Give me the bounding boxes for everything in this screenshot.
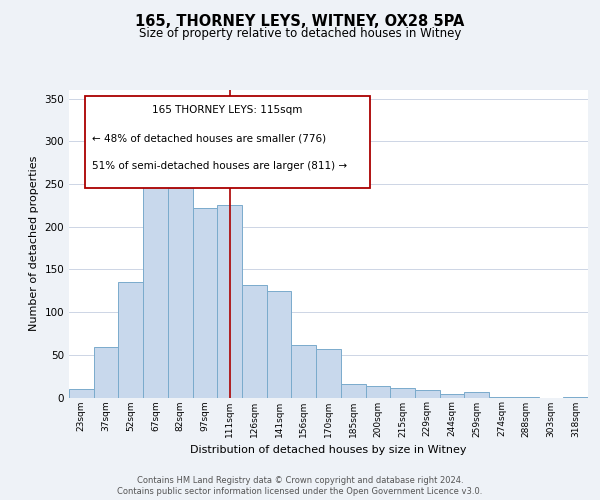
Bar: [217, 206, 242, 398]
X-axis label: Distribution of detached houses by size in Witney: Distribution of detached houses by size …: [190, 445, 467, 455]
Bar: [242, 285, 267, 398]
Bar: [168, 188, 193, 398]
Bar: [292, 344, 316, 398]
Bar: [464, 392, 489, 398]
Text: Contains public sector information licensed under the Open Government Licence v3: Contains public sector information licen…: [118, 487, 482, 496]
Text: Contains HM Land Registry data © Crown copyright and database right 2024.: Contains HM Land Registry data © Crown c…: [137, 476, 463, 485]
Bar: [365, 386, 390, 398]
Bar: [69, 389, 94, 398]
Text: 165 THORNEY LEYS: 115sqm: 165 THORNEY LEYS: 115sqm: [152, 106, 302, 116]
FancyBboxPatch shape: [85, 96, 370, 188]
Text: ← 48% of detached houses are smaller (776): ← 48% of detached houses are smaller (77…: [92, 133, 326, 143]
Bar: [267, 290, 292, 398]
Bar: [514, 396, 539, 398]
Y-axis label: Number of detached properties: Number of detached properties: [29, 156, 39, 332]
Bar: [563, 396, 588, 398]
Text: 165, THORNEY LEYS, WITNEY, OX28 5PA: 165, THORNEY LEYS, WITNEY, OX28 5PA: [136, 14, 464, 29]
Bar: [143, 160, 168, 398]
Bar: [316, 349, 341, 398]
Bar: [341, 384, 365, 398]
Bar: [390, 388, 415, 398]
Bar: [489, 396, 514, 398]
Bar: [94, 347, 118, 398]
Bar: [118, 282, 143, 398]
Bar: [415, 390, 440, 398]
Bar: [193, 208, 217, 398]
Text: 51% of semi-detached houses are larger (811) →: 51% of semi-detached houses are larger (…: [92, 160, 347, 170]
Text: Size of property relative to detached houses in Witney: Size of property relative to detached ho…: [139, 27, 461, 40]
Bar: [440, 394, 464, 398]
